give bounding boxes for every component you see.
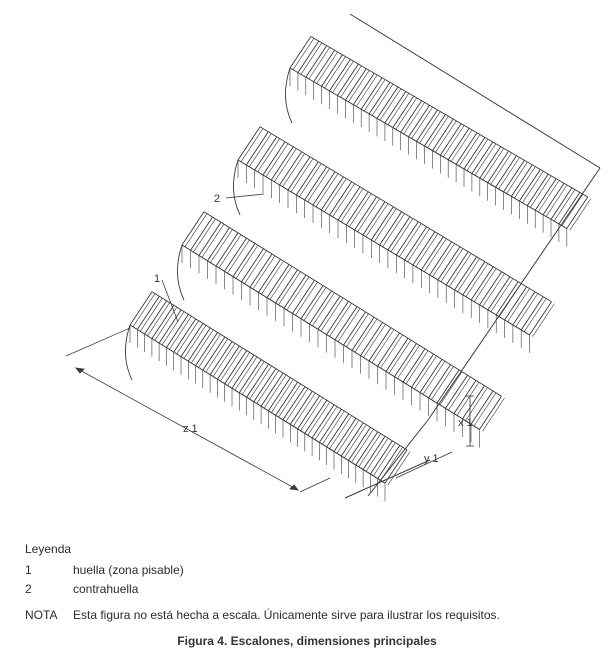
callout-2-leader [225, 193, 265, 199]
legend-item-number: 1 [25, 563, 32, 577]
step-treads-illustration [125, 36, 591, 502]
legend-title: Leyenda [25, 542, 72, 556]
note-label: NOTA [25, 608, 58, 622]
callout-1-label: 1 [154, 273, 160, 285]
legend-item-text: huella (zona pisable) [73, 563, 184, 577]
dimension-y1 [395, 451, 453, 479]
dimension-x1 [466, 395, 474, 447]
dimension-z1-label: z 1 [183, 423, 198, 435]
note-text: Esta figura no está hecha a escala. Únic… [73, 608, 500, 622]
dimension-x1-label: x 1 [458, 417, 473, 429]
callout-1-leader [161, 279, 179, 323]
escalator-steps-diagram: z 1 x 1 y 1 1 2 [65, 13, 601, 502]
outline-lines [344, 13, 601, 499]
dimension-z1 [65, 327, 331, 493]
figure-caption: Figura 4. Escalones, dimensiones princip… [177, 634, 437, 648]
legend-item-text: contrahuella [73, 582, 139, 596]
callout-2-label: 2 [214, 193, 220, 205]
dimension-y1-label: y 1 [424, 453, 439, 465]
legend-item-number: 2 [25, 582, 32, 596]
